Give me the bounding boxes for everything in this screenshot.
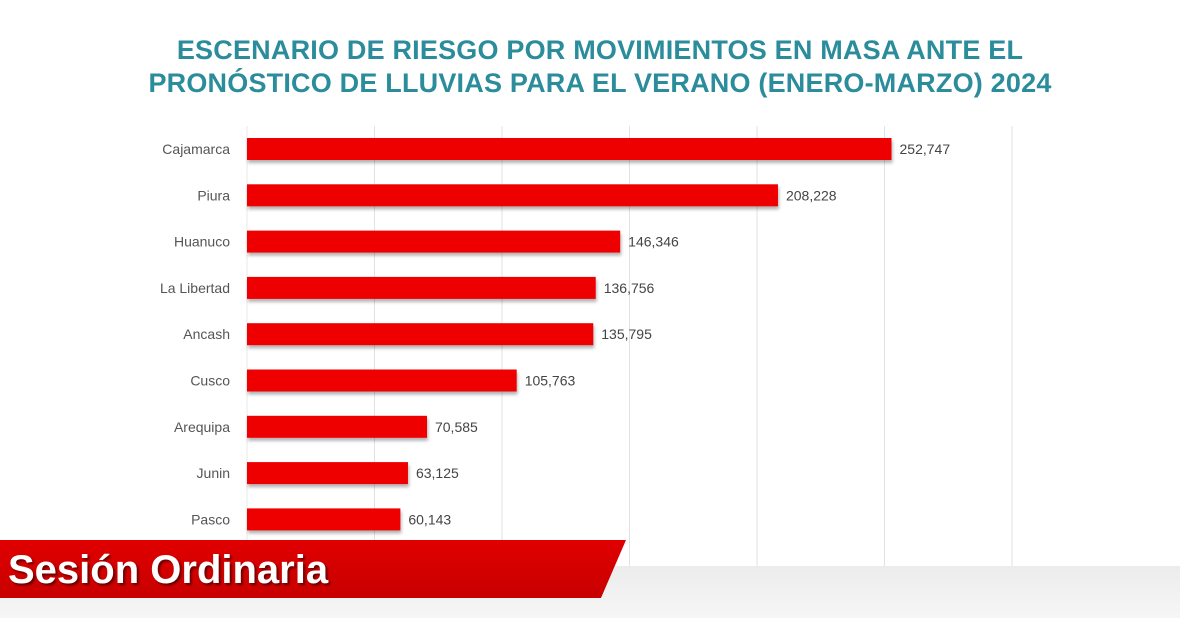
- bar-cusco: [247, 369, 517, 392]
- category-label: Huanuco: [174, 234, 230, 250]
- category-label: Ancash: [183, 326, 230, 342]
- data-label: 135,795: [601, 326, 652, 342]
- data-label: 146,346: [628, 234, 679, 250]
- data-label: 63,125: [416, 465, 459, 481]
- bar-arequipa: [247, 415, 427, 438]
- bar-pasco: [247, 508, 401, 531]
- category-label: Piura: [197, 187, 230, 203]
- category-label: Junin: [197, 465, 230, 481]
- data-label: 105,763: [525, 373, 576, 389]
- chart-title: ESCENARIO DE RIESGO POR MOVIMIENTOS EN M…: [0, 34, 1180, 100]
- bar-la-libertad: [247, 276, 596, 299]
- bar-ancash: [247, 323, 594, 346]
- category-label: Cajamarca: [162, 141, 230, 157]
- session-banner: [0, 540, 626, 598]
- category-label: Pasco: [191, 511, 230, 527]
- data-label: 252,747: [900, 141, 951, 157]
- session-banner-text: Sesión Ordinaria: [8, 548, 329, 592]
- bar-cajamarca: [247, 138, 892, 160]
- data-label: 60,143: [408, 511, 451, 527]
- data-label: 136,756: [604, 280, 655, 296]
- bar-piura: [247, 184, 778, 207]
- chart-title-line-1: ESCENARIO DE RIESGO POR MOVIMIENTOS EN M…: [176, 35, 1024, 65]
- data-label: 208,228: [786, 187, 837, 203]
- category-label: La Libertad: [160, 280, 230, 296]
- data-label: 70,585: [435, 419, 478, 435]
- chart-title-line-2: PRONÓSTICO DE LLUVIAS PARA EL VERANO (EN…: [148, 68, 1052, 98]
- bar-huanuco: [247, 230, 621, 253]
- category-label: Cusco: [190, 373, 230, 389]
- bar-junin: [247, 462, 408, 485]
- category-label: Arequipa: [174, 419, 230, 435]
